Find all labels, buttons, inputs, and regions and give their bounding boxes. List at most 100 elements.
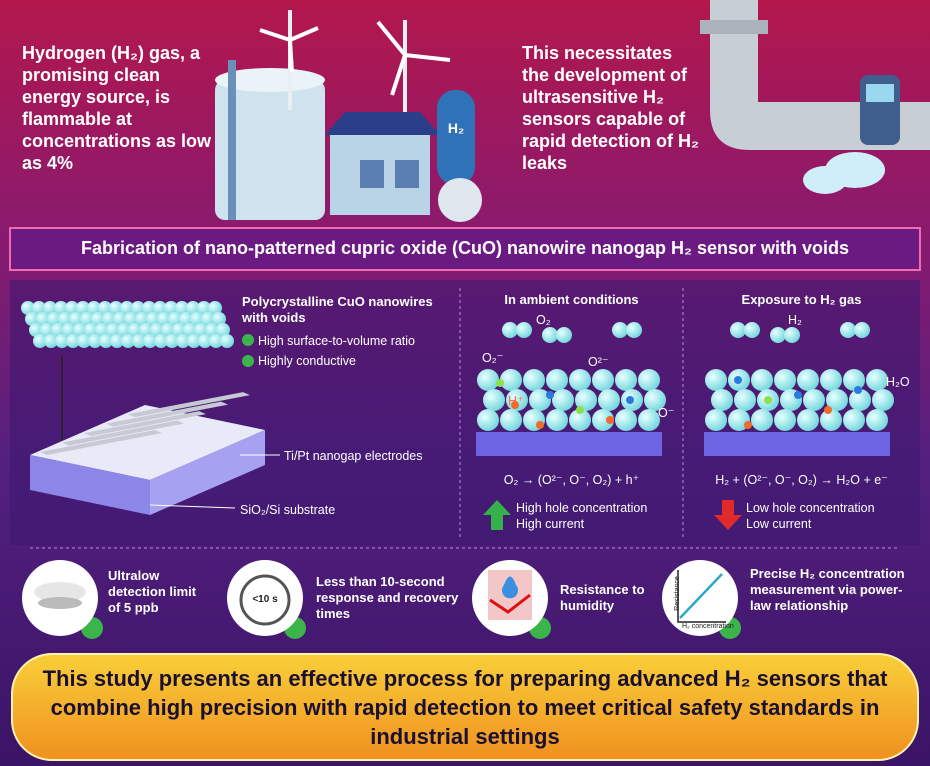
banner-box bbox=[9, 227, 921, 271]
cuo-grain bbox=[820, 369, 842, 391]
nanowire-bead bbox=[36, 312, 50, 326]
nanowire-bead bbox=[153, 301, 167, 315]
nanowire-bead bbox=[88, 334, 102, 348]
exposure-result: Low hole concentration bbox=[746, 501, 875, 515]
cuo-grain bbox=[774, 369, 796, 391]
nanowire-bead bbox=[55, 334, 69, 348]
ion bbox=[824, 406, 832, 414]
nanowire-bead bbox=[142, 301, 156, 315]
arrow-down bbox=[714, 500, 742, 530]
nanowire-bead bbox=[154, 334, 168, 348]
feature-text: Resistance to humidity bbox=[560, 582, 645, 613]
nanowire-bead bbox=[113, 312, 127, 326]
feature-text: Ultralow detection limit of 5 ppb bbox=[108, 568, 197, 615]
pipe-illustration bbox=[700, 0, 930, 194]
cuo-grain bbox=[552, 389, 574, 411]
cuo-grain bbox=[705, 369, 727, 391]
cuo-grain bbox=[615, 409, 637, 431]
nanowire-bead bbox=[99, 334, 113, 348]
nanowire-bead bbox=[190, 312, 204, 326]
device-title: Polycrystalline CuO nanowires with voids bbox=[242, 294, 433, 325]
ion bbox=[734, 376, 742, 384]
cuo-grain bbox=[820, 409, 842, 431]
cuo-grain bbox=[797, 409, 819, 431]
nanowire-bead bbox=[172, 323, 186, 337]
device-feature: High surface-to-volume ratio bbox=[258, 334, 416, 348]
energy-illustration bbox=[215, 10, 482, 222]
intro-left: Hydrogen (H₂) gas, a promising clean ene… bbox=[22, 43, 212, 173]
timer-label: <10 s bbox=[252, 594, 278, 605]
feature-text: Precise H₂ concentration measurement via… bbox=[750, 566, 905, 613]
nanowire-bead bbox=[73, 323, 87, 337]
nanowire-bead bbox=[198, 334, 212, 348]
ion bbox=[546, 391, 554, 399]
cuo-grain bbox=[569, 409, 591, 431]
feature-icons bbox=[22, 560, 738, 636]
gas-molecule bbox=[744, 322, 760, 338]
ion bbox=[764, 396, 772, 404]
exposure-equation: H₂ + (O²⁻, O⁻, O₂) → H₂O + e⁻ bbox=[715, 473, 888, 487]
ion bbox=[626, 396, 634, 404]
conclusion-box bbox=[11, 653, 919, 761]
nanowire-bead bbox=[164, 301, 178, 315]
ion bbox=[606, 416, 614, 424]
nanowire-bead bbox=[216, 323, 230, 337]
nanowire-bead bbox=[150, 323, 164, 337]
nanowire-bead bbox=[176, 334, 190, 348]
nanowire-bead bbox=[84, 323, 98, 337]
nanowire-bead bbox=[143, 334, 157, 348]
ion bbox=[854, 386, 862, 394]
ion bbox=[576, 406, 584, 414]
cuo-grain bbox=[592, 409, 614, 431]
cuo-grain bbox=[598, 389, 620, 411]
cuo-grain bbox=[500, 369, 522, 391]
cuo-grain bbox=[483, 389, 505, 411]
ambient-result: High hole concentration bbox=[516, 501, 648, 515]
species-label: H₂ bbox=[788, 313, 802, 327]
gas-molecule bbox=[770, 327, 786, 343]
cuo-grain bbox=[477, 409, 499, 431]
nanowire-bead bbox=[62, 323, 76, 337]
cuo-grain bbox=[866, 369, 888, 391]
nanowire-bead bbox=[135, 312, 149, 326]
nanowire-bead bbox=[117, 323, 131, 337]
species-label: O⁻ bbox=[658, 406, 675, 420]
cuo-grain bbox=[803, 389, 825, 411]
cuo-grain bbox=[638, 409, 660, 431]
check-badge bbox=[242, 355, 254, 367]
nanowire-bead bbox=[91, 312, 105, 326]
cuo-grain bbox=[615, 369, 637, 391]
nanowire-bead bbox=[212, 312, 226, 326]
cuo-grain bbox=[575, 389, 597, 411]
nanowire-bead bbox=[76, 301, 90, 315]
nanowire-bead bbox=[220, 334, 234, 348]
nanowire-bead bbox=[109, 301, 123, 315]
gas-molecule bbox=[502, 322, 518, 338]
nanowire-bead bbox=[205, 323, 219, 337]
nanowire-bead bbox=[21, 301, 35, 315]
nanowire-bead bbox=[77, 334, 91, 348]
nanowire-bead bbox=[43, 301, 57, 315]
cuo-grain bbox=[826, 389, 848, 411]
ion bbox=[511, 401, 519, 409]
electrode bbox=[106, 401, 228, 427]
electrode-label: Ti/Pt nanogap electrodes bbox=[284, 449, 423, 463]
cuo-grain bbox=[523, 369, 545, 391]
electrode bbox=[62, 420, 184, 446]
nanowire-bead bbox=[32, 301, 46, 315]
nanowire-bead bbox=[47, 312, 61, 326]
ion bbox=[496, 379, 504, 387]
axis-label: Resistance bbox=[673, 576, 681, 611]
substrate bbox=[704, 432, 890, 456]
cuo-grain bbox=[734, 389, 756, 411]
nanowire-bead bbox=[197, 301, 211, 315]
lattice-ambient bbox=[476, 322, 666, 456]
banner-title: Fabrication of nano-patterned cupric oxi… bbox=[80, 238, 850, 258]
cuo-grain bbox=[592, 369, 614, 391]
ambient-equation: O₂ → (O²⁻, O⁻, O₂) + h⁺ bbox=[503, 473, 640, 487]
electrode bbox=[128, 392, 250, 418]
cuo-grain bbox=[705, 409, 727, 431]
nanowire-bead bbox=[66, 334, 80, 348]
